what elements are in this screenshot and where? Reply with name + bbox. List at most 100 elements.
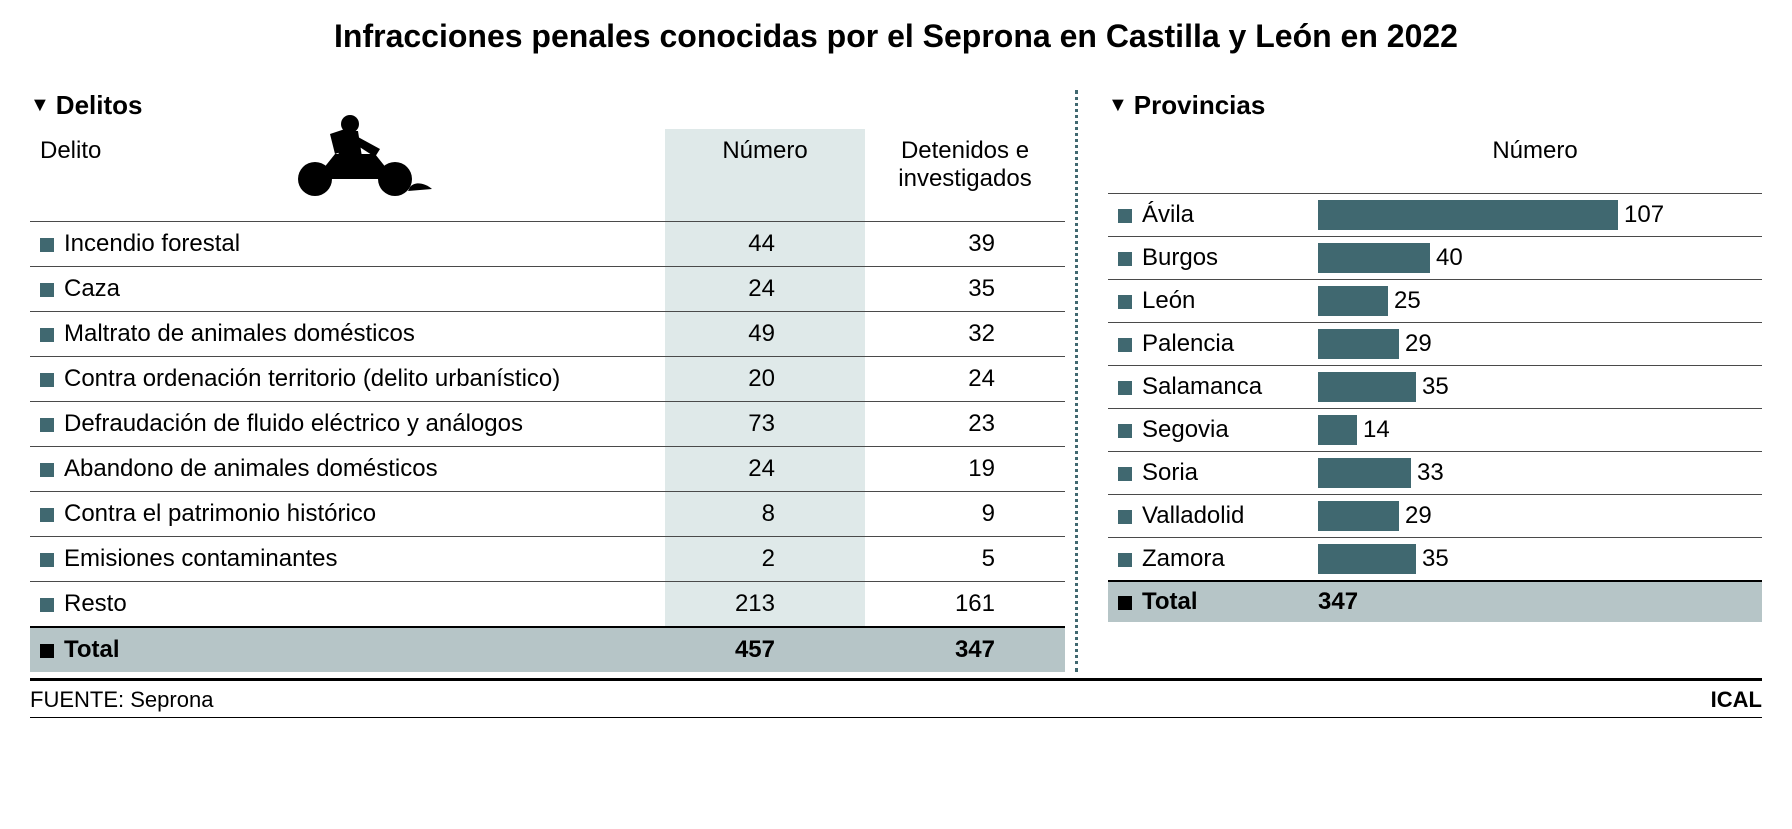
delito-label: Maltrato de animales domésticos <box>30 312 665 357</box>
bullet-icon <box>40 328 54 342</box>
delito-numero: 8 <box>665 492 865 537</box>
bar <box>1318 458 1411 488</box>
provincia-bar-cell: 35 <box>1308 538 1762 582</box>
provincia-bar-cell: 40 <box>1308 237 1762 280</box>
provincia-bar-cell: 14 <box>1308 409 1762 452</box>
delito-numero: 213 <box>665 582 865 628</box>
delito-detenidos: 9 <box>865 492 1065 537</box>
delito-numero: 24 <box>665 267 865 312</box>
bullet-icon <box>1118 553 1132 567</box>
table-row: Salamanca35 <box>1108 366 1762 409</box>
bullet-icon <box>1118 252 1132 266</box>
bar-value: 40 <box>1436 244 1463 272</box>
bar <box>1318 544 1416 574</box>
provincias-table: Número Ávila 107 Burgos 40 León25Palencia29S… <box>1108 129 1762 622</box>
bullet-icon <box>40 553 54 567</box>
col-numero-header: Número <box>665 129 865 222</box>
table-row: Contra ordenación territorio (delito urb… <box>30 357 1065 402</box>
table-row: Ávila 107 <box>1108 194 1762 237</box>
col-detenidos-header: Detenidos e investigados <box>865 129 1065 222</box>
provincia-bar-cell: 25 <box>1308 280 1762 323</box>
bar-value: 35 <box>1422 545 1449 573</box>
footer-source: FUENTE: Seprona <box>30 687 213 713</box>
bar-value: 107 <box>1624 201 1664 229</box>
delito-label: Abandono de animales domésticos <box>30 447 665 492</box>
table-row: Emisiones contaminantes25 <box>30 537 1065 582</box>
total-value: 347 <box>1308 581 1762 622</box>
provincias-header: ▼ Provincias <box>1108 90 1762 121</box>
footer-agency: ICAL <box>1711 687 1762 713</box>
bullet-icon <box>1118 424 1132 438</box>
table-row: Caza2435 <box>30 267 1065 312</box>
bullet-icon <box>1118 338 1132 352</box>
bar-value: 33 <box>1417 459 1444 487</box>
page-title: Infracciones penales conocidas por el Se… <box>30 18 1762 55</box>
delito-label: Incendio forestal <box>30 222 665 267</box>
table-row: Resto213161 <box>30 582 1065 628</box>
delito-detenidos: 39 <box>865 222 1065 267</box>
delito-label: Caza <box>30 267 665 312</box>
table-row: Palencia29 <box>1108 323 1762 366</box>
delitos-header: ▼ Delitos <box>30 90 1065 121</box>
delito-label: Resto <box>30 582 665 628</box>
source-value: Seprona <box>130 687 213 712</box>
provincia-bar-cell: 35 <box>1308 366 1762 409</box>
delito-detenidos: 32 <box>865 312 1065 357</box>
delito-numero: 20 <box>665 357 865 402</box>
bullet-icon <box>40 598 54 612</box>
provincia-label: Zamora <box>1108 538 1308 582</box>
provincia-label: Salamanca <box>1108 366 1308 409</box>
main-content: ▼ Delitos Delito <box>30 90 1762 672</box>
delito-numero: 44 <box>665 222 865 267</box>
total-label: Total <box>30 627 665 672</box>
prov-col-spacer <box>1108 129 1308 194</box>
triangle-down-icon: ▼ <box>30 94 50 117</box>
motorcycle-icon <box>280 109 440 206</box>
bar <box>1318 329 1399 359</box>
table-row: Burgos 40 <box>1108 237 1762 280</box>
bullet-icon <box>1118 295 1132 309</box>
triangle-down-icon: ▼ <box>1108 94 1128 117</box>
delito-detenidos: 5 <box>865 537 1065 582</box>
delito-label: Contra el patrimonio histórico <box>30 492 665 537</box>
provincias-header-label: Provincias <box>1134 90 1266 121</box>
delito-detenidos: 24 <box>865 357 1065 402</box>
total-detenidos: 347 <box>865 627 1065 672</box>
bullet-icon <box>40 283 54 297</box>
bullet-icon <box>1118 381 1132 395</box>
delito-detenidos: 23 <box>865 402 1065 447</box>
table-row: Maltrato de animales domésticos4932 <box>30 312 1065 357</box>
bullet-icon <box>1118 467 1132 481</box>
prov-col-numero-header: Número <box>1308 129 1762 194</box>
total-row: Total457347 <box>30 627 1065 672</box>
delito-label: Defraudación de fluido eléctrico y análo… <box>30 402 665 447</box>
bullet-icon <box>1118 510 1132 524</box>
table-row: Valladolid 29 <box>1108 495 1762 538</box>
provincia-label: Valladolid <box>1108 495 1308 538</box>
provincia-label: León <box>1108 280 1308 323</box>
bar-value: 14 <box>1363 416 1390 444</box>
table-row: Contra el patrimonio histórico89 <box>30 492 1065 537</box>
col-delito-header: Delito <box>30 129 665 222</box>
provincias-panel: ▼ Provincias Número Ávila 107 Burgos 40 León… <box>1075 90 1762 672</box>
total-label: Total <box>1108 581 1308 622</box>
delito-label: Emisiones contaminantes <box>30 537 665 582</box>
delitos-table: Delito <box>30 129 1065 672</box>
bullet-icon <box>40 373 54 387</box>
delitos-panel: ▼ Delitos Delito <box>30 90 1075 672</box>
provincia-bar-cell: 29 <box>1308 323 1762 366</box>
col-delito-label: Delito <box>40 137 101 164</box>
bar <box>1318 501 1399 531</box>
bullet-icon <box>40 508 54 522</box>
total-numero: 457 <box>665 627 865 672</box>
provincia-bar-cell: 33 <box>1308 452 1762 495</box>
table-row: Abandono de animales domésticos2419 <box>30 447 1065 492</box>
provincia-bar-cell: 29 <box>1308 495 1762 538</box>
provincia-label: Burgos <box>1108 237 1308 280</box>
provincia-label: Ávila <box>1108 194 1308 237</box>
bar-value: 29 <box>1405 502 1432 530</box>
table-row: Zamora 35 <box>1108 538 1762 582</box>
bullet-icon <box>1118 596 1132 610</box>
delito-numero: 73 <box>665 402 865 447</box>
footer: FUENTE: Seprona ICAL <box>30 678 1762 718</box>
